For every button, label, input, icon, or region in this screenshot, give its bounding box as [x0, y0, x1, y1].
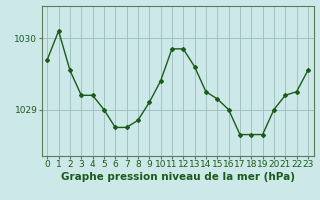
X-axis label: Graphe pression niveau de la mer (hPa): Graphe pression niveau de la mer (hPa)	[60, 172, 295, 182]
